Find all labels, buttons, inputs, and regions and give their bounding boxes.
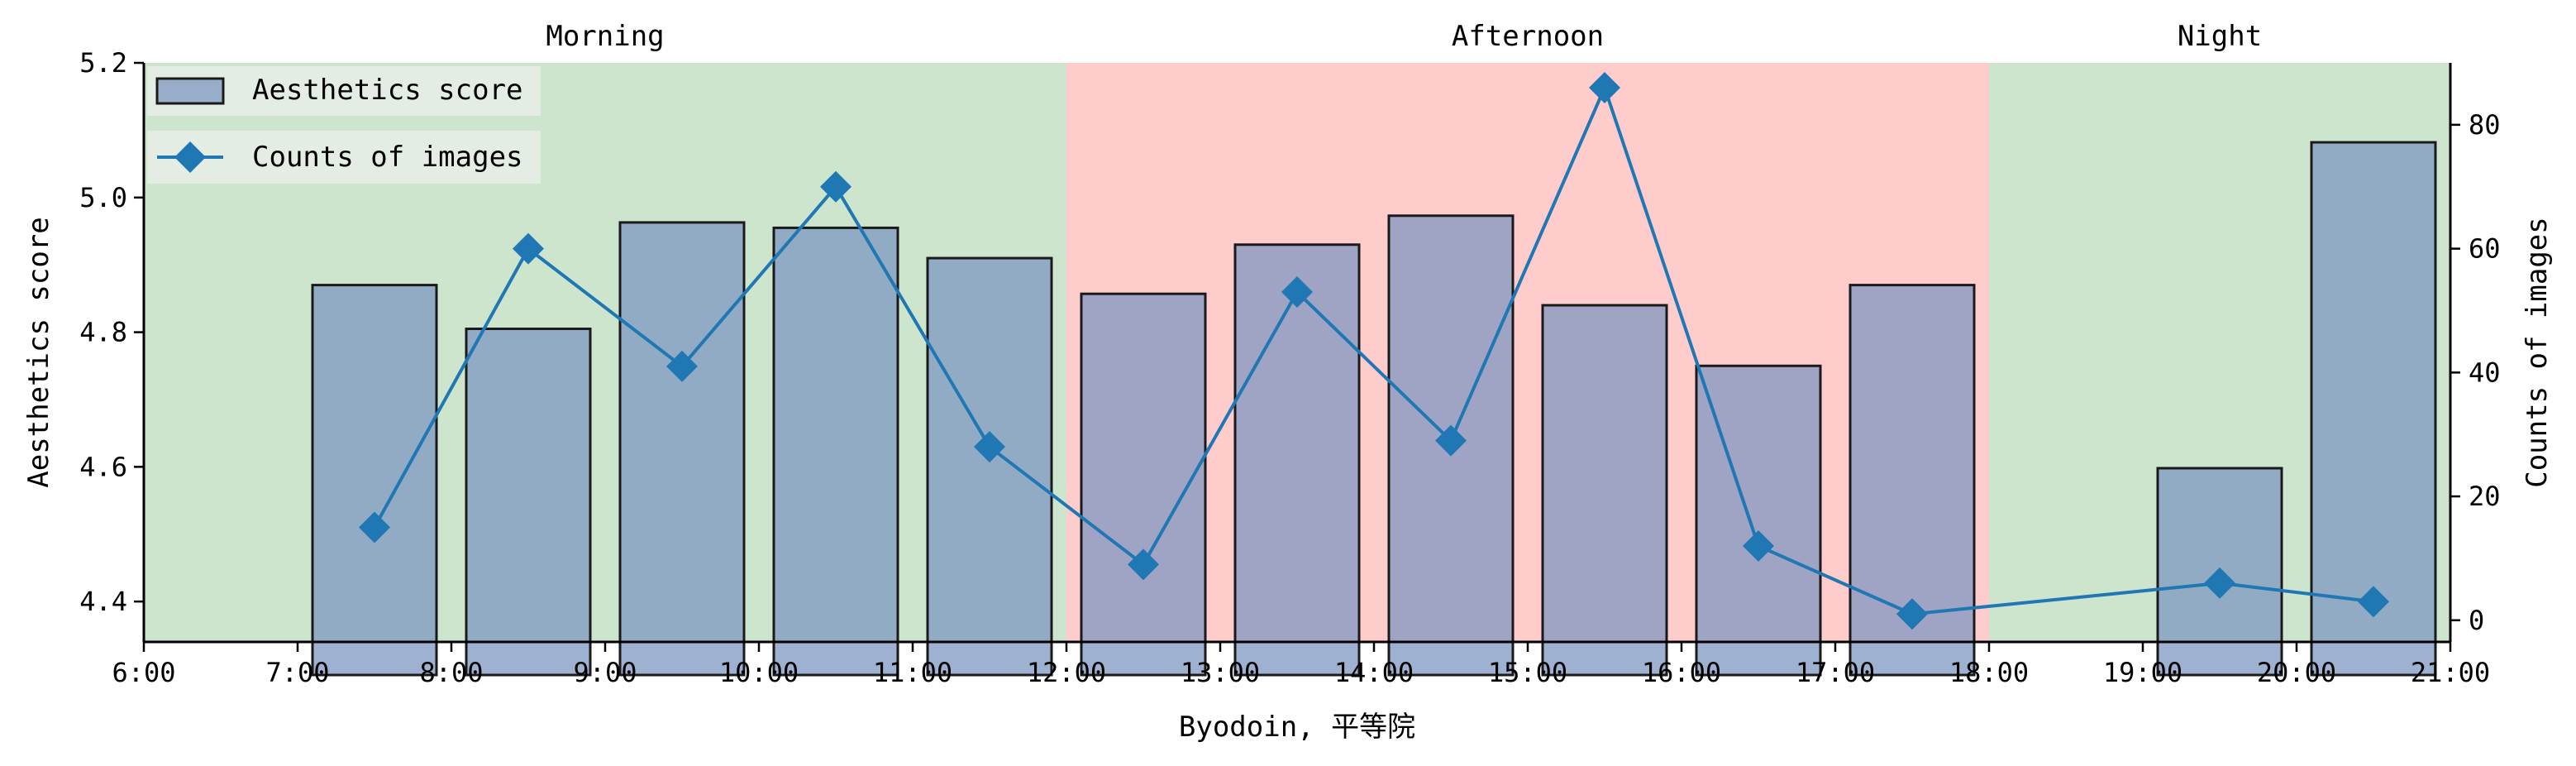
y-left-tick-label: 4.8 xyxy=(79,317,127,348)
point xyxy=(666,350,698,382)
bar xyxy=(618,221,746,677)
point xyxy=(1435,424,1467,457)
x-tick-label: 21:00 xyxy=(2411,657,2490,688)
legend-swatch-bar xyxy=(155,77,225,105)
legend-label-line: Counts of images xyxy=(252,141,523,174)
point xyxy=(2358,586,2389,618)
y-left-tick-label: 5.2 xyxy=(79,47,127,79)
x-tick-label: 9:00 xyxy=(573,657,637,688)
bar xyxy=(1541,304,1668,677)
x-tick-label: 15:00 xyxy=(1488,657,1567,688)
bar xyxy=(311,284,438,677)
x-tick-label: 8:00 xyxy=(419,657,483,688)
x-tick-label: 7:00 xyxy=(265,657,329,688)
point xyxy=(1281,276,1313,309)
legend-label-bar: Aesthetics score xyxy=(252,74,523,107)
y-left-tick-label: 5.0 xyxy=(79,182,127,213)
x-tick-label: 17:00 xyxy=(1796,657,1875,688)
y-left-axis-label: Aesthetics score xyxy=(22,217,55,488)
x-tick-label: 10:00 xyxy=(719,657,799,688)
x-tick-label: 18:00 xyxy=(1949,657,2029,688)
x-tick-label: 19:00 xyxy=(2103,657,2182,688)
x-tick-label: 20:00 xyxy=(2257,657,2336,688)
x-tick-label: 13:00 xyxy=(1181,657,1260,688)
bar xyxy=(926,256,1053,677)
period-label-night: Night xyxy=(2178,20,2262,53)
x-axis-label: Byodoin, 平等院 xyxy=(1179,711,1415,744)
period-band-afternoon xyxy=(1066,63,1989,642)
legend-swatch-marker xyxy=(174,141,206,173)
y-right-axis-label: Counts of images xyxy=(2521,217,2554,488)
bar xyxy=(465,328,592,677)
y-left-tick-label: 4.4 xyxy=(79,586,127,617)
x-tick-label: 16:00 xyxy=(1642,657,1721,688)
y-right-tick-label: 0 xyxy=(2469,605,2484,636)
point xyxy=(1589,71,1620,103)
period-label-afternoon: Afternoon xyxy=(1452,20,1604,53)
legend: Aesthetics score Counts of images xyxy=(147,66,541,184)
point xyxy=(820,170,852,203)
axes: 6:00 7:00 8:00 9:00 10:00 11:00 12:00 13:00 14:0… xyxy=(22,47,2554,744)
y-left-tick-label: 4.6 xyxy=(79,451,127,482)
point xyxy=(1743,529,1774,562)
y-right-tick-label: 40 xyxy=(2469,357,2501,388)
x-tick-label: 12:00 xyxy=(1027,657,1106,688)
y-right-tick-label: 60 xyxy=(2469,233,2501,265)
point xyxy=(359,511,390,543)
x-tick-label: 6:00 xyxy=(112,657,175,688)
bar-series xyxy=(311,141,2437,677)
bar xyxy=(1233,243,1361,677)
point xyxy=(513,232,544,265)
bar xyxy=(1080,292,1207,677)
bar xyxy=(1695,364,1822,677)
period-label-morning: Morning xyxy=(546,20,664,53)
y-right-tick-label: 20 xyxy=(2469,481,2501,512)
x-tick-label: 11:00 xyxy=(873,657,952,688)
point xyxy=(974,431,1005,463)
line-series xyxy=(359,71,2389,630)
point xyxy=(1128,548,1159,581)
bar xyxy=(772,226,899,677)
x-tick-label: 14:00 xyxy=(1334,657,1414,688)
y-right-tick-label: 80 xyxy=(2469,109,2501,141)
point xyxy=(1896,598,1928,630)
point xyxy=(2204,567,2235,599)
